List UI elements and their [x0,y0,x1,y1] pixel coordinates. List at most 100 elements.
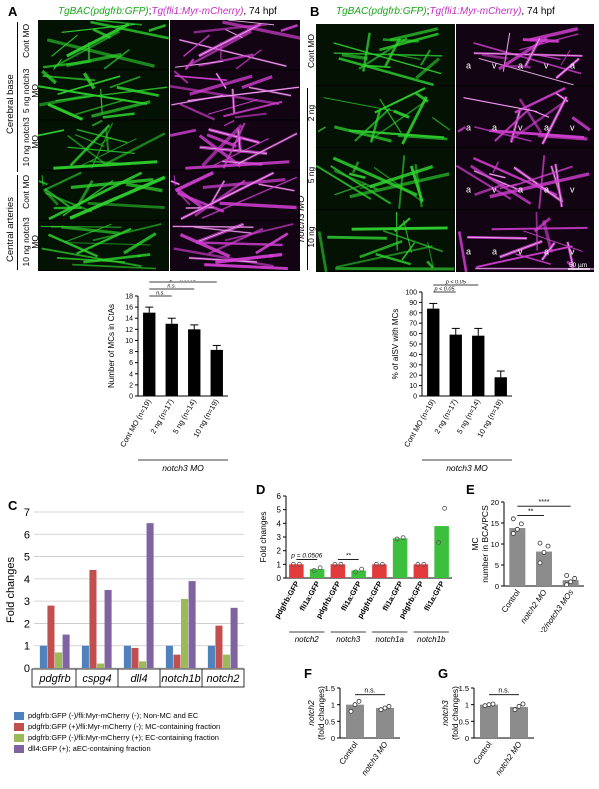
x-category-label: notch2 MO [519,588,549,625]
x-category-label: notch1b [161,673,200,685]
vessel-stroke-white [171,95,224,106]
vessel-stroke-magenta [201,176,298,219]
vessel-stroke-magenta [185,160,290,170]
significance-label: p < 0.0001 [169,280,196,283]
vessel-stroke-white [467,236,527,239]
panel-a-title-magenta: Tg(fli1:Myr-mCherry) [151,6,244,17]
panel-b-row-label: 5 ng [306,166,316,184]
vessel-stroke-green [426,260,434,269]
y-tick-label: 30 [409,362,417,369]
vessel-stroke-green [91,119,103,127]
legend-swatch [14,744,24,753]
panel-b-row-label: Cont MO [306,34,316,69]
vessel-stroke-green [431,116,451,131]
bar [372,564,387,578]
bar [230,607,238,668]
panel-a-title-sep: ; [148,6,152,17]
y-tick-label: 4 [129,371,133,378]
bar [139,661,147,668]
vessel-stroke-green [42,171,82,192]
vessel-stroke-magenta [469,164,532,205]
vessel-stroke-magenta [173,247,274,268]
significance-label: p < 0.05 [433,287,455,293]
gene-group-label: notch1b [417,635,446,642]
vessel-stroke-green [330,165,392,205]
y-tick-label: 3 [24,596,30,608]
vessel-stroke-green [327,235,387,240]
vessel-stroke-green [403,220,413,253]
y-tick-label: 0.5 [325,717,335,726]
vessel-stroke-green [338,57,434,87]
vessel-stroke-magenta [457,231,468,272]
vessel-label: v [544,61,549,71]
vessel-stroke-green [354,107,391,142]
vessel-stroke-magenta [215,252,283,264]
vessel-stroke-magenta [170,84,280,106]
vessel-stroke-green [91,122,114,169]
vessel-stroke-green [105,132,166,165]
y-tick-label: 70 [409,321,417,328]
vessel-stroke-magenta [566,260,574,269]
vessel-stroke-white [179,39,287,67]
significance-label: ** [346,553,352,560]
vessel-stroke-green [41,247,142,268]
vessel-stroke-green [70,178,154,190]
vessel-stroke-green [349,172,450,199]
y-tick-label: 2 [277,547,282,556]
data-point [317,565,323,571]
gene-group-label: notch2 [295,635,320,642]
vessel-stroke-green [383,230,444,253]
panel-a-letter: A [8,4,18,19]
y-tick-label: 10 [409,383,417,390]
vessel-stroke-green [359,240,403,259]
y-tick-label: 16 [125,305,133,312]
bar [165,323,178,396]
vessel-stroke-white [478,58,574,86]
vessel-label: a [518,185,523,195]
vessel-stroke-green [66,22,130,58]
panel-a-bracket-2 [17,175,18,270]
vessel-stroke-white [258,183,295,192]
micrograph-merge-tile [170,170,300,220]
vessel-label: a [466,61,471,71]
panel-b-title-magenta: Tg(fli1:Myr-mCherry) [429,6,522,17]
vessel-stroke-white [237,133,298,165]
vessel-stroke-green [323,97,398,113]
bar [62,634,70,668]
panel-a-row-label: 5 ng notch3 MO [21,69,40,114]
bar [47,605,55,668]
vessel-stroke-magenta [183,34,210,57]
vessel-stroke-green [61,23,136,33]
vessel-stroke-magenta [255,232,289,255]
significance-label: ** [528,508,534,515]
vessel-stroke-green [48,171,143,221]
vessel-stroke-magenta [174,171,214,193]
vessel-stroke-green [102,112,135,119]
micrograph-green-tile [38,220,169,270]
data-point [394,536,400,542]
vessel-stroke-green [351,226,448,231]
y-tick-label: 15 [491,519,499,528]
vessel-stroke-green [109,75,141,89]
y-tick-label: 10 [125,338,133,345]
y-tick-label: 5 [277,506,282,515]
significance-label: **** [539,499,550,506]
vessel-stroke-green [46,38,155,68]
y-tick-label: 6 [129,360,133,367]
panel-b-micrograph-svg: a v a v a a a v a v a v a a v a a v a v [316,24,594,272]
vessel-stroke-green [75,99,126,116]
data-point [490,701,496,707]
panel-a-group-label-central: Central arteries [5,197,16,262]
category-box [31,668,245,688]
vessel-stroke-green [69,124,111,167]
vessel-label: a [518,61,523,71]
x-category-label: dll4 [130,673,147,685]
bar [309,569,325,578]
panel-d-letter: D [256,482,266,497]
vessel-stroke-magenta [235,49,262,70]
vessel-stroke-green [100,88,103,114]
micrograph-green-tile [316,210,455,271]
data-point [348,708,354,714]
